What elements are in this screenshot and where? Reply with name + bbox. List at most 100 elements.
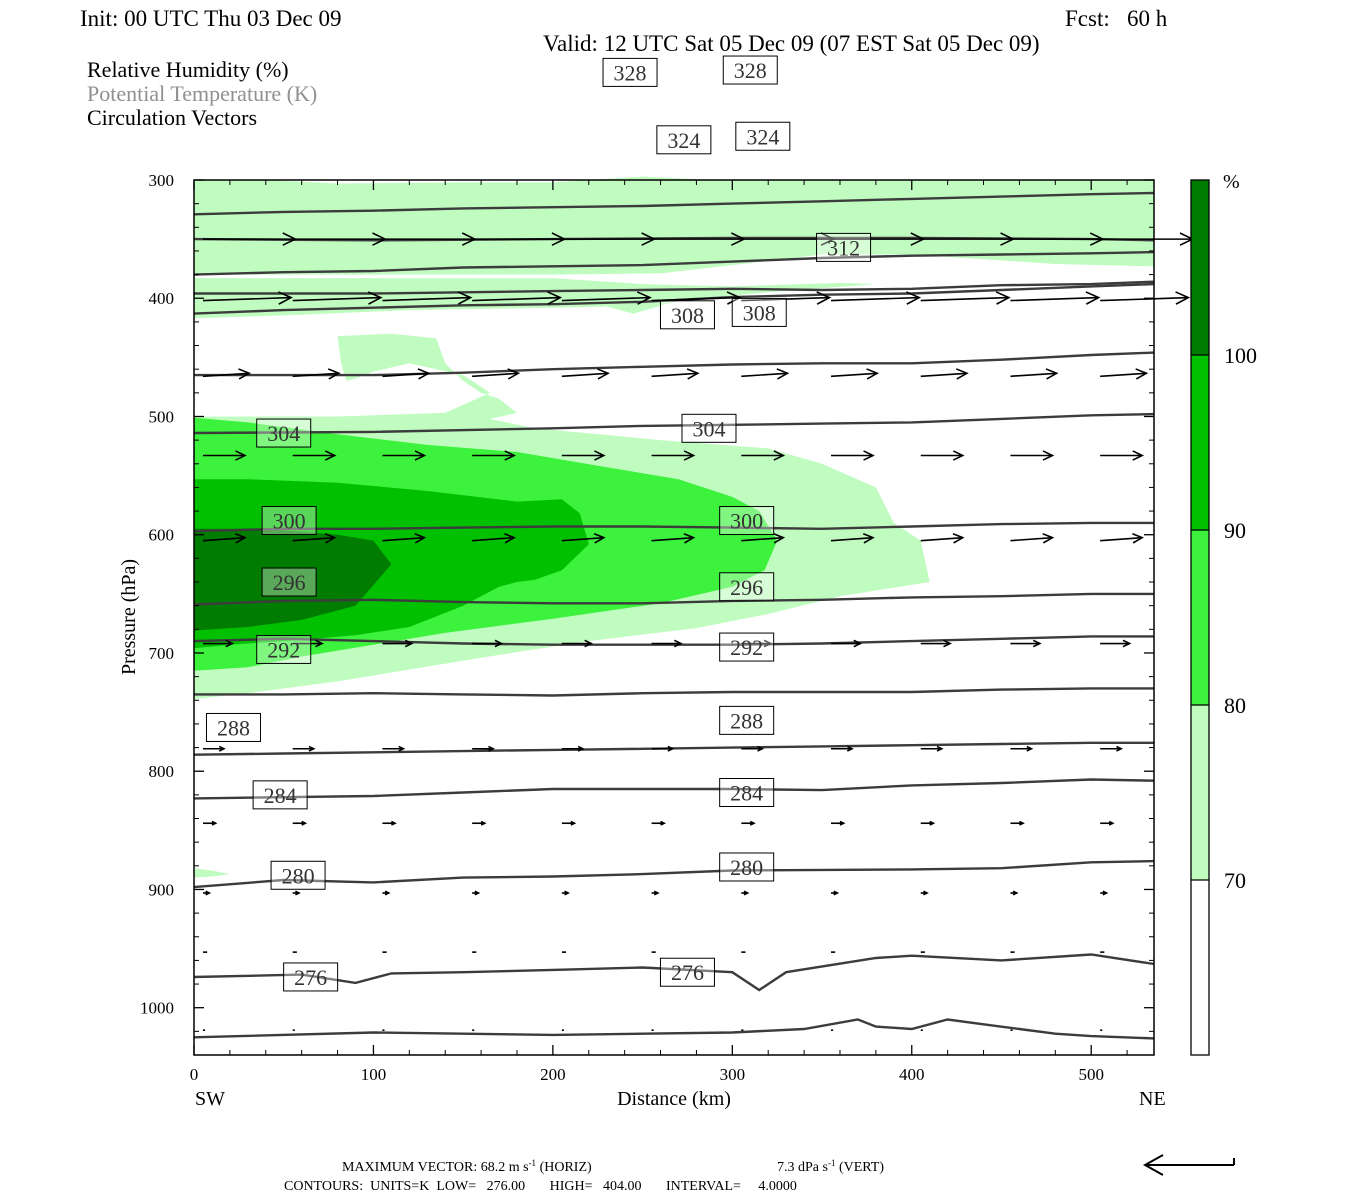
theta-label-text: 328 — [614, 60, 647, 85]
vector-head — [839, 820, 846, 826]
vector-head — [584, 639, 594, 648]
vector-shaft — [202, 536, 246, 542]
circulation-vector — [202, 890, 212, 896]
theta-label-text: 296 — [273, 570, 306, 595]
rh-region-100 — [194, 528, 392, 631]
colorbar-bin-2 — [1191, 530, 1209, 705]
vector-head — [923, 890, 929, 896]
theta-contour-328 — [193, 191, 1155, 216]
theta-contour-324 — [193, 250, 1155, 276]
vector-head — [324, 533, 337, 544]
circulation-vector — [1100, 291, 1191, 305]
circulation-vector — [292, 639, 324, 648]
vector-head — [488, 745, 495, 752]
circulation-vector — [561, 890, 570, 896]
theta-label-304-0: 304 — [256, 418, 312, 448]
colorbar-tick-label: 90 — [1224, 518, 1246, 543]
theta-label-300-1: 300 — [719, 506, 775, 536]
circulation-vector — [472, 820, 487, 826]
theta-label-box — [719, 506, 775, 536]
vector-head — [577, 745, 585, 752]
vector-head — [683, 450, 696, 461]
theta-label-box — [719, 852, 775, 882]
circulation-vector — [741, 820, 756, 826]
circulation-vector — [1100, 368, 1149, 380]
vector-head — [1132, 450, 1145, 461]
x-tick-label: 500 — [1078, 1065, 1104, 1084]
circulation-vector — [382, 745, 406, 752]
vector-shaft — [202, 296, 292, 302]
circulation-vector — [651, 368, 700, 380]
colorbar-bin-0 — [1191, 880, 1209, 1055]
rh-region-70 — [194, 868, 230, 878]
field-label-vectors: Circulation Vectors — [87, 105, 257, 130]
vector-head — [1012, 890, 1019, 896]
circulation-vector — [741, 533, 786, 544]
x-tick-label: 400 — [899, 1065, 925, 1084]
theta-label-box — [656, 125, 712, 155]
theta-label-box — [731, 297, 787, 327]
vector-head — [743, 890, 750, 896]
theta-contour-296 — [193, 635, 1154, 646]
y-tick-label: 800 — [149, 762, 175, 781]
circulation-vector — [202, 533, 247, 544]
circulation-vector — [651, 890, 660, 896]
circulation-vector — [1010, 639, 1042, 648]
circulation-vector — [202, 820, 218, 826]
y-tick-label: 500 — [149, 407, 175, 426]
rh-fill-layer — [194, 176, 1154, 878]
circulation-vector — [920, 639, 952, 648]
circulation-vector — [292, 890, 301, 896]
vector-shaft — [472, 296, 561, 302]
circulation-vector — [561, 291, 652, 305]
theta-label-box — [205, 712, 261, 742]
theta-label-box — [659, 957, 715, 987]
circulation-vector — [1100, 450, 1145, 461]
vector-head — [866, 368, 880, 380]
x-axis-title: Distance (km) — [617, 1088, 731, 1110]
circulation-vector — [741, 745, 765, 752]
vector-shaft — [561, 296, 651, 302]
circulation-vector — [651, 745, 675, 752]
vector-head — [773, 450, 786, 461]
vector-head — [683, 533, 696, 544]
circulation-vector — [202, 639, 235, 648]
theta-contour-304 — [193, 521, 1154, 533]
theta-label-296-1: 296 — [719, 572, 775, 602]
vector-head — [636, 291, 652, 305]
theta-label-text: 292 — [267, 637, 300, 662]
vector-shaft — [1010, 536, 1053, 542]
vector-shaft — [292, 536, 335, 542]
x-tick-label: 300 — [720, 1065, 746, 1084]
theta-contour-404 — [193, 1018, 1155, 1040]
theta-label-box — [261, 567, 317, 597]
theta-label-box — [722, 55, 778, 85]
circulation-vector — [741, 291, 832, 305]
field-label-rh: Relative Humidity (%) — [87, 57, 289, 82]
circulation-vector — [472, 368, 521, 380]
theta-label-box — [261, 506, 317, 536]
circulation-vector — [830, 368, 880, 380]
vector-head — [504, 450, 516, 461]
theta-contour-320 — [194, 280, 1155, 295]
vector-head — [929, 820, 936, 826]
vector-shaft — [1100, 372, 1147, 378]
vector-head — [862, 533, 875, 544]
circulation-vector — [1010, 890, 1019, 896]
theta-label-box — [719, 778, 775, 807]
theta-label-text: 300 — [273, 509, 306, 534]
theta-label-328-0: 328 — [602, 57, 658, 87]
circulation-vector — [472, 890, 481, 896]
vector-head — [1102, 890, 1109, 896]
circulation-vector — [920, 368, 969, 380]
circulation-vector — [831, 745, 854, 752]
vector-head — [816, 291, 832, 305]
circulation-vector — [472, 533, 516, 544]
circulation-vector — [382, 639, 414, 648]
colorbar-tick-label: 80 — [1224, 693, 1246, 718]
circulation-vector — [1010, 533, 1055, 544]
vector-shaft — [830, 296, 920, 302]
vector-shaft — [651, 372, 698, 378]
vector-shaft — [651, 296, 740, 302]
circulation-vector — [830, 533, 875, 544]
